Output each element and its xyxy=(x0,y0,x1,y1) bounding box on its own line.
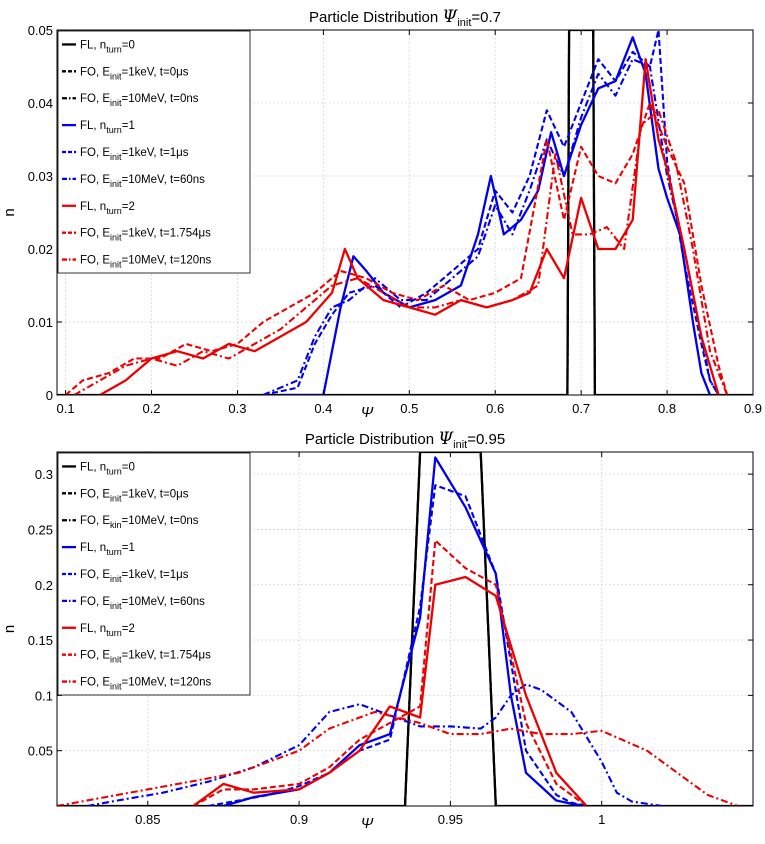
y-tick-label: 0.15 xyxy=(28,633,53,648)
legend-label: FO, Einit=1keV, t=0μs xyxy=(80,66,189,81)
series-line-8 xyxy=(64,101,729,395)
x-tick-label: 0.9 xyxy=(290,812,308,827)
y-tick-label: 0.03 xyxy=(28,169,53,184)
y-tick-label: 0 xyxy=(46,388,53,403)
x-axis-label: Ψ xyxy=(361,404,374,421)
legend-label: FO, Einit=1keV, t=0μs xyxy=(80,488,189,503)
series-line-7 xyxy=(192,575,588,806)
x-tick-label: 0.5 xyxy=(400,401,418,416)
legend: FL, nturn=0 FO, Einit=1keV, t=0μs FO, Ekin… xyxy=(57,452,251,696)
legend-label: FL, nturn=0 xyxy=(80,39,135,54)
legend-label: FO, Einit=10MeV, t=120ns xyxy=(80,255,212,270)
legend-label: FO, Einit=1keV, t=1μs xyxy=(80,569,189,584)
legend-label: FO, Ekin=10MeV, t=0ns xyxy=(80,515,199,530)
legend-label: FO, Einit=1keV, t=1μs xyxy=(80,147,189,162)
series-line-7 xyxy=(99,58,720,395)
y-tick-label: 0.04 xyxy=(28,96,53,111)
series-line-6 xyxy=(87,683,663,806)
legend-label: FO, Einit=10MeV, t=60ns xyxy=(80,596,205,611)
axes-frame xyxy=(56,451,754,807)
legend-label: FL, nturn=1 xyxy=(80,120,135,135)
legend-label: FO, Einit=10MeV, t=0ns xyxy=(80,93,199,108)
y-tick-label: 0.02 xyxy=(28,242,53,257)
x-tick-label: 0.7 xyxy=(572,401,590,416)
series-line-6 xyxy=(262,58,720,395)
legend-label: FO, Einit=1keV, t=1.754μs xyxy=(80,650,211,665)
chart-title: Particle Distribution Ψinit=0.7 xyxy=(309,7,501,29)
x-tick-label: 0.8 xyxy=(658,401,676,416)
y-tick-label: 0.05 xyxy=(28,744,53,759)
y-axis-label: n xyxy=(1,208,18,216)
y-tick-label: 0.2 xyxy=(35,578,53,593)
x-tick-label: 1 xyxy=(598,812,605,827)
x-axis-label: Ψ xyxy=(361,815,374,832)
y-tick-label: 0.01 xyxy=(28,315,53,330)
legend: FL, nturn=0 FO, Einit=1keV, t=0μs FO, Eini… xyxy=(57,30,251,274)
legend-label: FL, nturn=2 xyxy=(80,623,135,638)
x-tick-label: 0.2 xyxy=(142,401,160,416)
chart-panel-1: 0.1 0.2 0.3 0.4 0.5 0.6 0.7 0.8 0.9 0 0.01 0.02 0.03… xyxy=(1,7,762,421)
x-tick-label: 0.95 xyxy=(438,812,463,827)
x-tick-label: 0.9 xyxy=(744,401,762,416)
series-line-5 xyxy=(262,30,720,395)
x-tick-label: 0.4 xyxy=(314,401,332,416)
series-line-4 xyxy=(280,36,712,395)
legend-box xyxy=(57,30,251,274)
legend-label: FO, Einit=10MeV, t=60ns xyxy=(80,174,205,189)
axes-frame xyxy=(56,29,754,396)
series-group xyxy=(57,30,753,395)
x-tick-label: 0.6 xyxy=(486,401,504,416)
chart-title: Particle Distribution Ψinit=0.95 xyxy=(305,429,505,451)
y-axis-label: n xyxy=(1,625,18,633)
y-tick-label: 0.1 xyxy=(35,688,53,703)
series-line-9 xyxy=(73,109,729,395)
legend-label: FL, nturn=1 xyxy=(80,542,135,557)
y-tick-label: 0.3 xyxy=(35,467,53,482)
legend-label: FL, nturn=2 xyxy=(80,201,135,216)
y-tick-label: 0.25 xyxy=(28,522,53,537)
chart-panel-2: 0.85 0.9 0.95 1 0.05 0.1 0.15 0.2 0.25 0.3 Particl… xyxy=(1,429,754,832)
legend-box xyxy=(57,452,251,696)
legend-label: FO, Einit=1keV, t=1.754μs xyxy=(80,228,211,243)
series-group xyxy=(57,452,753,806)
series-line-8 xyxy=(192,539,588,806)
y-tick-label: 0.05 xyxy=(28,23,53,38)
legend-label: FO, Einit=10MeV, t=120ns xyxy=(80,677,212,692)
legend-label: FL, nturn=0 xyxy=(80,461,135,476)
x-tick-label: 0.1 xyxy=(57,401,75,416)
x-tick-label: 0.3 xyxy=(228,401,246,416)
x-tick-label: 0.85 xyxy=(135,812,160,827)
